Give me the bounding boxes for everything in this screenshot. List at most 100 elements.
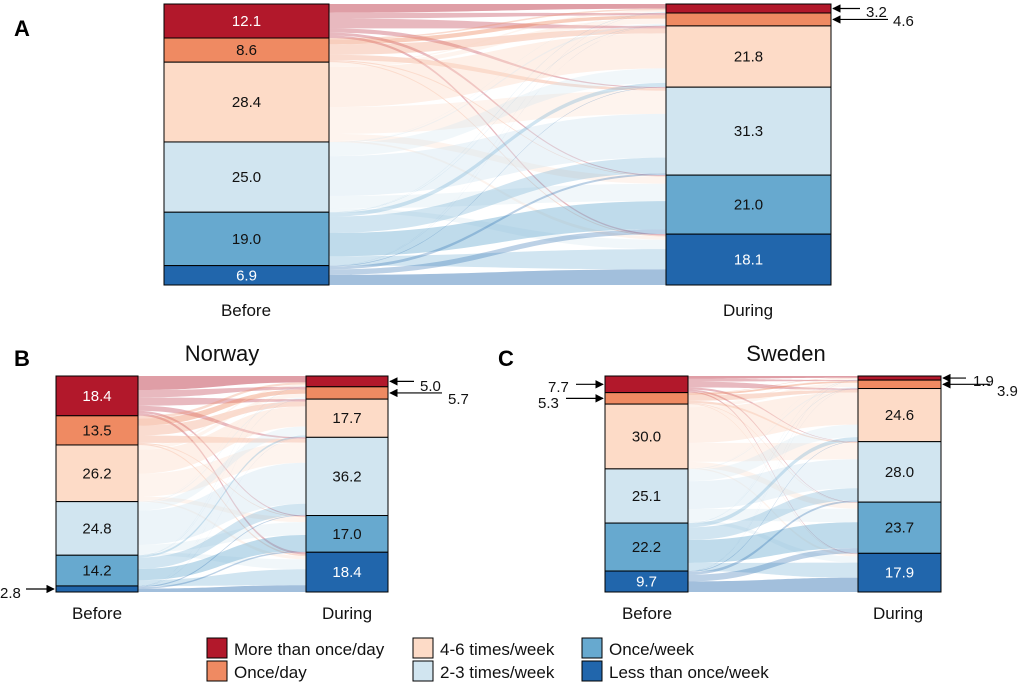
- flow-less-than-once-week-to-4-6-times-week: [329, 86, 666, 267]
- flow-more-than-once-day-to-4-6-times-week: [688, 381, 858, 390]
- flow-once-day-to-4-6-times-week: [329, 28, 666, 55]
- flow-once-week-to-once-day: [138, 398, 306, 556]
- before-segment-2-3-times-week: [55, 501, 139, 556]
- during-callout-label: 5.7: [448, 391, 469, 408]
- flow-once-day-to-more-than-once-day: [688, 377, 858, 394]
- before-value-label: 24.8: [82, 520, 111, 537]
- flow-2-3-times-week-to-2-3-times-week: [329, 113, 666, 196]
- flow-2-3-times-week-to-less-than-once-week: [329, 208, 666, 250]
- during-value-label: 28.0: [885, 464, 914, 481]
- legend-label: Once/day: [234, 663, 307, 682]
- before-segment-2-3-times-week: [604, 468, 689, 524]
- panel-c-before-label: Before: [622, 604, 672, 623]
- flow-less-than-once-week-to-more-than-once-day: [329, 12, 666, 266]
- flow-2-3-times-week-to-once-day: [138, 397, 306, 503]
- during-value-label: 17.7: [332, 410, 361, 427]
- during-callout-label: 4.6: [893, 13, 914, 30]
- during-callout-label: 3.9: [997, 383, 1018, 400]
- flow-less-than-once-week-to-less-than-once-week: [329, 269, 666, 285]
- flow-once-week-to-more-than-once-day: [329, 12, 666, 213]
- flow-less-than-once-week-to-4-6-times-week: [688, 441, 858, 572]
- flow-once-week-to-2-3-times-week: [138, 503, 306, 569]
- before-segment-more-than-once-day: [55, 375, 139, 417]
- flow-more-than-once-day-to-2-3-times-week: [329, 28, 666, 89]
- during-value-label: 18.1: [734, 252, 763, 269]
- before-segment-4-6-times-week: [163, 61, 330, 143]
- flow-4-6-times-week-to-2-3-times-week: [688, 442, 858, 462]
- during-segment-more-than-once-day: [665, 3, 832, 14]
- before-callout-label: 2.8: [0, 585, 21, 602]
- flow-once-week-to-4-6-times-week: [329, 82, 666, 217]
- flow-2-3-times-week-to-less-than-once-week: [138, 552, 306, 570]
- flow-2-3-times-week-to-less-than-once-week: [688, 520, 858, 563]
- before-value-label: 25.0: [232, 169, 261, 186]
- during-value-label: 23.7: [885, 520, 914, 537]
- during-segment-4-6-times-week: [305, 398, 389, 438]
- flow-once-week-to-4-6-times-week: [138, 435, 306, 558]
- legend-swatch: [581, 637, 603, 659]
- flow-more-than-once-day-to-once-week: [329, 32, 666, 177]
- panel-a-flows: [329, 4, 666, 285]
- flow-2-3-times-week-to-more-than-once-day: [688, 379, 858, 469]
- before-segment-more-than-once-day: [163, 3, 330, 39]
- flow-less-than-once-week-to-more-than-once-day: [688, 379, 858, 572]
- during-value-label: 18.4: [332, 564, 361, 581]
- panel-b-title: Norway: [185, 341, 260, 366]
- panel-a-before-label: Before: [221, 301, 271, 320]
- panel-b-flows: [138, 376, 306, 592]
- flow-4-6-times-week-to-once-week: [138, 496, 306, 523]
- panel-c-title: Sweden: [746, 341, 826, 366]
- flow-4-6-times-week-to-more-than-once-day: [138, 384, 306, 447]
- flow-more-than-once-day-to-once-day: [688, 378, 858, 382]
- before-value-label: 26.2: [82, 465, 111, 482]
- panel-c: C Sweden 30.0 25.1 22.2 9.7 24.6 28.0 23.7 17.9…: [498, 341, 1018, 623]
- during-callout-label: 5.0: [420, 378, 441, 395]
- before-segment-2-3-times-week: [163, 141, 330, 213]
- before-segment-once-day: [163, 37, 330, 63]
- flow-4-6-times-week-to-4-6-times-week: [329, 33, 666, 108]
- flow-once-day-to-less-than-once-week: [688, 403, 858, 555]
- flow-less-than-once-week-to-2-3-times-week: [688, 500, 858, 575]
- during-segment-once-week: [305, 515, 389, 553]
- flow-2-3-times-week-to-2-3-times-week: [688, 459, 858, 510]
- flow-less-than-once-week-to-once-day: [688, 388, 858, 572]
- flow-less-than-once-week-to-once-day: [329, 25, 666, 266]
- legend: More than once/day Once/day 4-6 times/we…: [206, 637, 769, 682]
- during-segment-once-week: [857, 501, 942, 554]
- flow-more-than-once-day-to-once-day: [138, 386, 306, 398]
- flow-more-than-once-day-to-2-3-times-week: [138, 405, 306, 439]
- during-segment-more-than-once-day: [857, 375, 942, 381]
- during-segment-less-than-once-week: [665, 233, 832, 286]
- flow-once-day-to-4-6-times-week: [688, 389, 858, 401]
- during-value-label: 24.6: [885, 407, 914, 424]
- flow-once-week-to-2-3-times-week: [329, 157, 666, 233]
- flow-more-than-once-day-to-more-than-once-day: [688, 376, 858, 379]
- panel-b-bars: 18.4 13.5 26.2 24.8 14.2 17.7 36.2 17.0 18.4 2.8 5…: [0, 375, 469, 602]
- flow-more-than-once-day-to-2-3-times-week: [688, 387, 858, 443]
- flow-2-3-times-week-to-once-day: [329, 23, 666, 144]
- before-value-label: 12.1: [232, 13, 261, 30]
- flow-2-3-times-week-to-more-than-once-day: [329, 12, 666, 143]
- legend-swatch: [206, 660, 228, 682]
- before-value-label: 28.4: [232, 94, 261, 111]
- flow-once-day-to-once-week: [329, 60, 666, 177]
- panel-c-flows: [688, 376, 858, 592]
- flow-once-day-to-more-than-once-day: [329, 8, 666, 40]
- before-segment-once-week: [55, 554, 139, 587]
- flow-more-than-once-day-to-more-than-once-day: [329, 4, 666, 13]
- before-segment-once-day: [604, 392, 689, 405]
- flow-less-than-once-week-to-more-than-once-day: [138, 386, 306, 586]
- flow-4-6-times-week-to-2-3-times-week: [329, 90, 666, 134]
- flow-less-than-once-week-to-less-than-once-week: [138, 585, 306, 592]
- during-value-label: 31.3: [734, 123, 763, 140]
- flow-once-day-to-less-than-once-week: [329, 61, 666, 237]
- flow-4-6-times-week-to-4-6-times-week: [138, 406, 306, 474]
- before-segment-once-week: [163, 211, 330, 267]
- before-value-label: 6.9: [236, 267, 257, 284]
- flow-2-3-times-week-to-once-day: [688, 386, 858, 470]
- flow-2-3-times-week-to-4-6-times-week: [688, 424, 858, 482]
- flow-once-day-to-less-than-once-week: [138, 443, 306, 557]
- flow-less-than-once-week-to-4-6-times-week: [138, 437, 306, 587]
- legend-label: Less than once/week: [609, 663, 769, 682]
